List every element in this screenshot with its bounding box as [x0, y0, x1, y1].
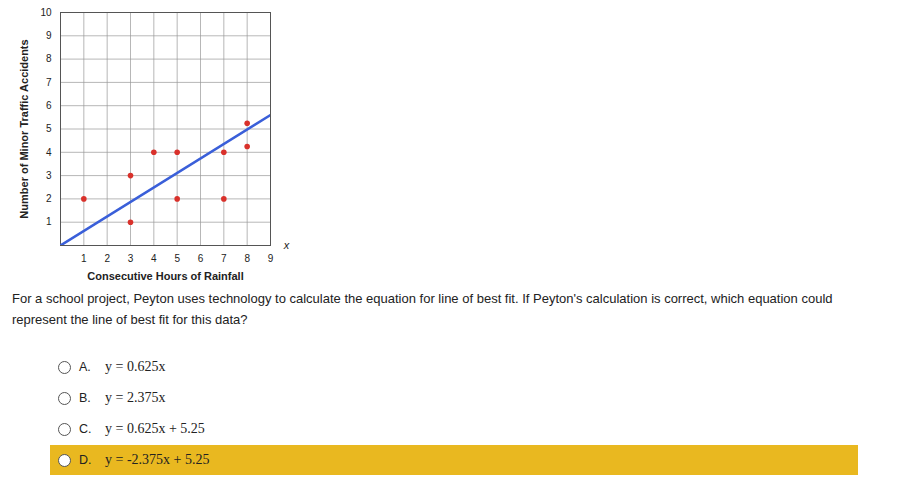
svg-text:3: 3	[128, 253, 134, 264]
svg-text:1: 1	[46, 216, 52, 227]
svg-text:4: 4	[46, 147, 52, 158]
svg-text:4: 4	[151, 253, 157, 264]
svg-text:10: 10	[40, 7, 52, 18]
svg-text:6: 6	[198, 253, 204, 264]
svg-text:2: 2	[46, 193, 52, 204]
svg-text:7: 7	[221, 253, 227, 264]
svg-text:8: 8	[244, 253, 250, 264]
svg-text:Number of Minor Traffic Accide: Number of Minor Traffic Accidents	[18, 39, 30, 218]
svg-text:5: 5	[174, 253, 180, 264]
svg-text:9: 9	[46, 30, 52, 41]
svg-text:5: 5	[46, 123, 52, 134]
html-text:C.: C.	[79, 422, 92, 436]
svg-text:7: 7	[46, 77, 52, 88]
svg-text:6: 6	[46, 100, 52, 111]
svg-text:3: 3	[46, 170, 52, 181]
html-text:B.: B.	[79, 391, 91, 405]
html-text:y = 0.625x + 5.25: y = 0.625x + 5.25	[105, 421, 205, 436]
html-text:y = -2.375x + 5.25: y = -2.375x + 5.25	[105, 452, 210, 467]
svg-text:Consecutive Hours of Rainfall: Consecutive Hours of Rainfall	[87, 270, 243, 282]
svg-text:x: x	[283, 239, 290, 251]
html-text:D.: D.	[79, 453, 92, 467]
svg-text:2: 2	[104, 253, 110, 264]
svg-text:9: 9	[268, 253, 274, 264]
svg-text:1: 1	[81, 253, 87, 264]
svg-text:8: 8	[46, 53, 52, 64]
html-text:y = 0.625x: y = 0.625x	[105, 359, 166, 374]
html-text:A.: A.	[79, 360, 91, 374]
html-text:y = 2.375x: y = 2.375x	[105, 390, 166, 405]
html-text:For a school project, Peyton u: For a school project, Peyton uses techno…	[12, 291, 833, 327]
